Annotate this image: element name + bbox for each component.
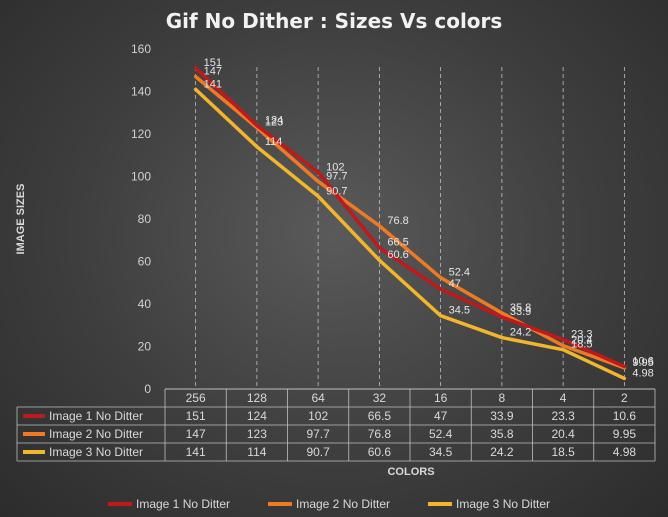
chart-title: Gif No Dither : Sizes Vs colors [166, 9, 503, 33]
table-cell: 66.5 [368, 409, 392, 423]
table-cell: 35.8 [490, 427, 514, 441]
data-label: 35.8 [510, 302, 531, 314]
data-label: 4.98 [632, 367, 653, 379]
table-cell: 10.6 [613, 409, 637, 423]
x-tick-label: 128 [247, 391, 267, 405]
x-tick-label: 8 [499, 391, 506, 405]
table-cell: 20.4 [551, 427, 575, 441]
data-label: 124 [265, 115, 283, 127]
table-cell: 147 [186, 427, 206, 441]
data-label: 9.95 [632, 357, 653, 369]
legend-label: Image 1 No Ditter [136, 497, 230, 511]
y-tick-label: 40 [138, 297, 152, 311]
x-tick-label: 64 [311, 391, 325, 405]
table-cell: 60.6 [368, 445, 392, 459]
table-cell: 102 [308, 409, 328, 423]
y-tick-label: 0 [144, 382, 151, 396]
table-cell: 47 [434, 409, 448, 423]
data-table: 256 128 64 32 16 8 4 2 Image 1 No Ditter 151 124 10… [16, 388, 656, 462]
table-cell: 124 [247, 409, 267, 423]
table-series-name: Image 2 No Ditter [49, 427, 143, 441]
data-label: 10.6 [632, 355, 653, 367]
plot-series [193, 66, 627, 381]
data-label: 141 [204, 78, 222, 90]
legend: Image 1 No Ditter Image 2 No Ditter Image … [108, 497, 550, 511]
series-line [193, 74, 627, 370]
table-series-name: Image 1 No Ditter [49, 409, 143, 423]
y-tick-label: 140 [131, 85, 151, 99]
table-cell: 141 [186, 445, 206, 459]
data-label: 34.5 [449, 305, 470, 317]
data-label: 151 [204, 57, 222, 69]
x-axis-title: COLORS [387, 466, 434, 478]
data-label: 102 [326, 161, 344, 173]
x-tick-label: 2 [621, 391, 628, 405]
y-tick-label: 100 [131, 170, 151, 184]
data-label: 18.5 [571, 339, 592, 351]
data-label: 90.7 [326, 185, 347, 197]
data-label: 24.2 [510, 327, 531, 339]
data-label: 33.9 [510, 306, 531, 318]
y-tick-label: 120 [131, 127, 151, 141]
y-tick-label: 60 [138, 255, 152, 269]
data-labels: 151 124 102 66.5 47 33.9 23.3 10.6 147 123 97.7 76.… [204, 57, 654, 379]
x-tick-label: 4 [560, 391, 567, 405]
table-cell: 34.5 [429, 445, 453, 459]
x-tick-label: 32 [373, 391, 387, 405]
table-cell: 76.8 [368, 427, 392, 441]
data-label: 114 [265, 136, 283, 148]
y-axis-title: IMAGE SIZES [15, 184, 27, 255]
data-label: 97.7 [326, 170, 347, 182]
table-cell: 97.7 [306, 427, 330, 441]
table-cell: 90.7 [306, 445, 330, 459]
gridlines [195, 67, 625, 389]
x-tick-label: 16 [434, 391, 448, 405]
data-label: 76.8 [387, 215, 408, 227]
x-tick-label: 256 [186, 391, 206, 405]
series-line [193, 87, 627, 381]
axes: 0 20 40 60 80 100 120 140 160 [131, 42, 655, 396]
data-label: 52.4 [449, 267, 470, 279]
table-cell: 9.95 [613, 427, 637, 441]
y-tick-label: 80 [138, 212, 152, 226]
legend-label: Image 3 No Ditter [456, 497, 550, 511]
data-label: 23.3 [571, 328, 592, 340]
data-label: 123 [265, 117, 283, 129]
table-cell: 23.3 [551, 409, 575, 423]
table-cell: 123 [247, 427, 267, 441]
data-label: 60.6 [387, 249, 408, 261]
table-series-name: Image 3 No Ditter [49, 445, 143, 459]
table-cell: 24.2 [490, 445, 514, 459]
table-cell: 18.5 [551, 445, 575, 459]
data-label: 47 [449, 278, 461, 290]
table-cell: 33.9 [490, 409, 514, 423]
data-label: 66.5 [387, 237, 408, 249]
data-label: 20.4 [571, 335, 592, 347]
table-cell: 114 [247, 445, 266, 459]
table-cell: 4.98 [613, 445, 637, 459]
table-cell: 52.4 [429, 427, 453, 441]
series-line [193, 66, 627, 369]
y-tick-label: 20 [138, 340, 152, 354]
table-cell: 151 [186, 409, 206, 423]
data-label: 147 [204, 66, 222, 78]
legend-label: Image 2 No Ditter [296, 497, 390, 511]
y-tick-label: 160 [131, 42, 151, 56]
